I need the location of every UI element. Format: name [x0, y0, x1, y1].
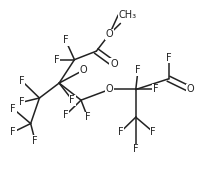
- Text: F: F: [135, 65, 141, 75]
- Text: F: F: [54, 55, 60, 65]
- Text: F: F: [19, 97, 25, 107]
- Text: F: F: [10, 104, 16, 114]
- Text: F: F: [85, 112, 90, 122]
- Text: F: F: [19, 76, 25, 86]
- Text: F: F: [10, 127, 16, 137]
- Text: F: F: [153, 84, 158, 94]
- Text: F: F: [166, 53, 171, 63]
- Text: F: F: [63, 35, 69, 45]
- Text: O: O: [110, 59, 118, 69]
- Text: F: F: [69, 95, 75, 105]
- Text: F: F: [118, 127, 123, 137]
- Text: O: O: [106, 84, 113, 94]
- Text: F: F: [133, 144, 139, 154]
- Text: F: F: [32, 136, 38, 146]
- Text: O: O: [106, 29, 113, 39]
- Text: F: F: [63, 110, 69, 120]
- Text: CH₃: CH₃: [118, 10, 136, 20]
- Text: F: F: [150, 127, 156, 137]
- Text: O: O: [187, 84, 194, 94]
- Text: O: O: [79, 65, 87, 75]
